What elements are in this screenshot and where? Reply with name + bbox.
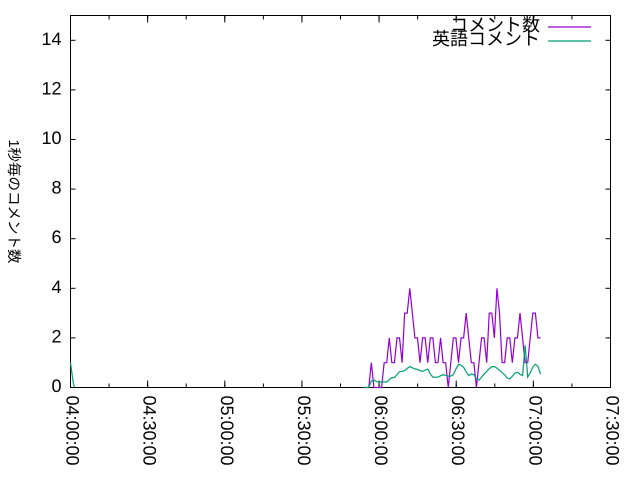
svg-text:07:00:00: 07:00:00 (525, 396, 545, 466)
svg-text:1秒毎のコメント数: 1秒毎のコメント数 (5, 139, 22, 264)
svg-text:04:00:00: 04:00:00 (63, 396, 83, 466)
svg-text:05:30:00: 05:30:00 (294, 396, 314, 466)
svg-text:12: 12 (41, 78, 61, 98)
svg-text:04:30:00: 04:30:00 (140, 396, 160, 466)
svg-text:10: 10 (41, 128, 61, 148)
svg-text:07:30:00: 07:30:00 (603, 396, 623, 466)
svg-text:英語コメント: 英語コメント (432, 29, 540, 49)
svg-text:05:00:00: 05:00:00 (217, 396, 237, 466)
svg-text:4: 4 (51, 277, 61, 297)
svg-text:06:00:00: 06:00:00 (371, 396, 391, 466)
svg-text:0: 0 (51, 376, 61, 396)
svg-text:8: 8 (51, 178, 61, 198)
svg-text:2: 2 (51, 326, 61, 346)
svg-text:14: 14 (41, 29, 61, 49)
svg-text:06:30:00: 06:30:00 (448, 396, 468, 466)
svg-text:6: 6 (51, 227, 61, 247)
